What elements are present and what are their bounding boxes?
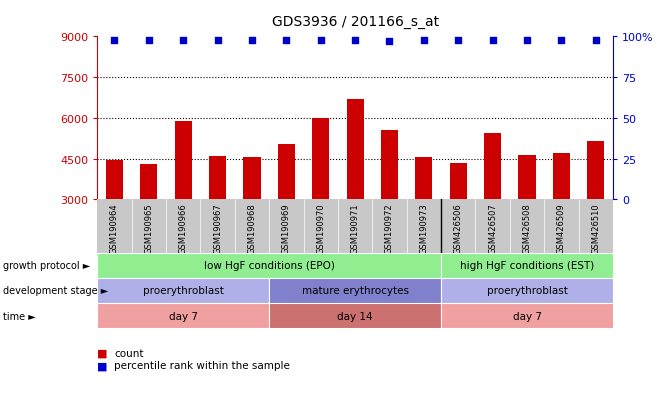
Bar: [278, 145, 295, 200]
Text: day 7: day 7: [513, 311, 541, 321]
Bar: [243, 158, 261, 200]
Text: count: count: [114, 348, 143, 358]
Point: [316, 37, 326, 44]
Point: [350, 37, 360, 44]
Text: GSM426510: GSM426510: [592, 203, 600, 253]
Text: GSM426507: GSM426507: [488, 203, 497, 253]
Text: GSM426506: GSM426506: [454, 203, 463, 253]
Bar: [519, 155, 536, 200]
Bar: [312, 119, 330, 200]
Bar: [106, 161, 123, 200]
Bar: [97, 303, 269, 328]
Point: [522, 37, 533, 44]
Text: GSM190971: GSM190971: [350, 203, 360, 253]
Text: GSM190968: GSM190968: [247, 203, 257, 253]
Text: GDS3936 / 201166_s_at: GDS3936 / 201166_s_at: [271, 15, 439, 29]
Point: [247, 37, 257, 44]
Text: GSM190966: GSM190966: [179, 203, 188, 253]
Bar: [441, 278, 613, 303]
Point: [590, 37, 601, 44]
Text: GSM190970: GSM190970: [316, 203, 325, 253]
Text: development stage ►: development stage ►: [3, 286, 109, 296]
Bar: [97, 253, 441, 278]
Text: proerythroblast: proerythroblast: [143, 286, 224, 296]
Bar: [269, 278, 441, 303]
Text: mature erythrocytes: mature erythrocytes: [302, 286, 409, 296]
Bar: [553, 154, 570, 200]
Bar: [381, 131, 398, 200]
Bar: [140, 165, 157, 200]
Text: GSM190965: GSM190965: [144, 203, 153, 253]
Text: proerythroblast: proerythroblast: [486, 286, 567, 296]
Text: high HgF conditions (EST): high HgF conditions (EST): [460, 261, 594, 271]
Bar: [209, 157, 226, 200]
Point: [109, 37, 120, 44]
Bar: [415, 158, 433, 200]
Text: time ►: time ►: [3, 311, 36, 321]
Bar: [269, 303, 441, 328]
Point: [143, 37, 154, 44]
Text: low HgF conditions (EPO): low HgF conditions (EPO): [204, 261, 334, 271]
Text: GSM190973: GSM190973: [419, 203, 428, 253]
Point: [281, 37, 291, 44]
Point: [419, 37, 429, 44]
Point: [556, 37, 567, 44]
Text: GSM190969: GSM190969: [282, 203, 291, 253]
Text: GSM190967: GSM190967: [213, 203, 222, 253]
Bar: [441, 253, 613, 278]
Text: day 7: day 7: [169, 311, 198, 321]
Text: ■: ■: [97, 348, 108, 358]
Point: [178, 37, 188, 44]
Point: [212, 37, 223, 44]
Text: percentile rank within the sample: percentile rank within the sample: [114, 361, 289, 370]
Point: [453, 37, 464, 44]
Bar: [484, 133, 501, 200]
Text: GSM426508: GSM426508: [523, 203, 531, 253]
Bar: [441, 303, 613, 328]
Bar: [450, 164, 467, 200]
Bar: [97, 278, 269, 303]
Bar: [346, 100, 364, 200]
Text: GSM426509: GSM426509: [557, 203, 566, 253]
Text: growth protocol ►: growth protocol ►: [3, 261, 90, 271]
Text: GSM190972: GSM190972: [385, 203, 394, 253]
Bar: [588, 142, 604, 200]
Point: [384, 39, 395, 45]
Text: ■: ■: [97, 361, 108, 370]
Text: GSM190964: GSM190964: [110, 203, 119, 253]
Bar: [174, 121, 192, 200]
Point: [487, 37, 498, 44]
Text: day 14: day 14: [337, 311, 373, 321]
